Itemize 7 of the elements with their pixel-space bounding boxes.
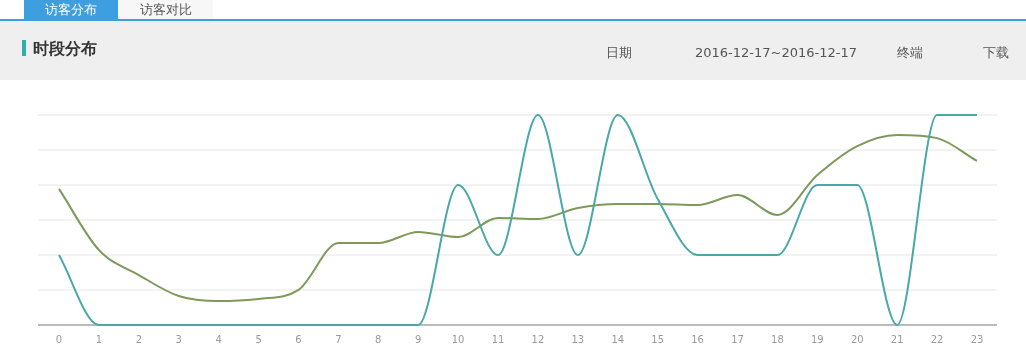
text: 下载 <box>983 45 1009 60</box>
text: 访客分布 <box>45 2 97 17</box>
text: 2016-12-17~2016-12-17 <box>695 45 857 60</box>
chart-title: 时段分布 <box>33 39 97 58</box>
text: 日期 <box>606 45 632 60</box>
text: 终端 <box>897 45 923 60</box>
text: 访客对比 <box>139 2 192 17</box>
